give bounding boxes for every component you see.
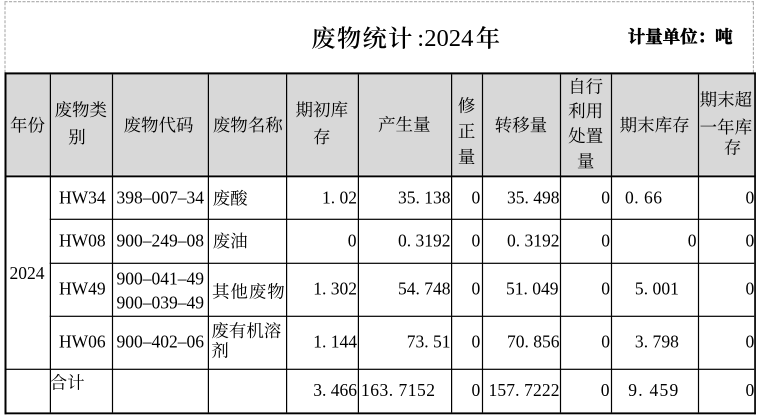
svg-text:HW08: HW08 [59,230,106,250]
svg-text:0: 0 [601,188,610,208]
svg-text:0: 0 [471,380,480,400]
svg-text:0: 0 [746,332,755,352]
svg-text:1. 302: 1. 302 [313,279,357,299]
svg-text:0: 0 [746,380,755,400]
svg-text:51. 049: 51. 049 [506,279,559,299]
svg-text:0: 0 [746,230,755,250]
svg-text:54. 748: 54. 748 [398,279,451,299]
svg-text:HW49: HW49 [59,279,106,299]
svg-text:35. 498: 35. 498 [507,188,560,208]
svg-text:0: 0 [348,230,357,250]
svg-text:2024: 2024 [10,263,45,283]
svg-text:900–249–08: 900–249–08 [117,230,205,250]
svg-text:0: 0 [746,279,755,299]
svg-text:73. 51: 73. 51 [407,332,451,352]
svg-text:0: 0 [471,332,480,352]
svg-text:900–039–49: 900–039–49 [117,293,205,313]
svg-text:0: 0 [601,332,610,352]
svg-text:0. 3192: 0. 3192 [507,230,560,250]
svg-text:398–007–34: 398–007–34 [117,188,205,208]
svg-text:0. 3192: 0. 3192 [398,230,451,250]
svg-text:900–041–49: 900–041–49 [117,269,205,289]
svg-text:0: 0 [471,188,480,208]
svg-text:9. 459: 9. 459 [628,380,678,400]
svg-text:70. 856: 70. 856 [507,332,560,352]
svg-text:HW06: HW06 [59,332,106,352]
svg-text:1. 144: 1. 144 [313,332,357,352]
svg-text:0. 66: 0. 66 [625,188,662,208]
svg-text:0: 0 [601,279,610,299]
svg-text:900–402–06: 900–402–06 [117,332,205,352]
svg-text:2024: 2024 [424,25,473,52]
svg-text:157. 7222: 157. 7222 [489,380,560,400]
svg-text:0: 0 [601,230,610,250]
svg-text:0: 0 [601,380,610,400]
svg-text:163. 7152: 163. 7152 [361,380,435,400]
svg-text:0: 0 [746,188,755,208]
svg-text:3. 466: 3. 466 [313,380,357,400]
svg-text:5. 001: 5. 001 [635,279,679,299]
svg-text:HW34: HW34 [59,188,106,208]
svg-text:0: 0 [471,230,480,250]
svg-text:1. 02: 1. 02 [322,188,357,208]
svg-text:3. 798: 3. 798 [635,332,679,352]
svg-text:0: 0 [688,230,697,250]
svg-text:35. 138: 35. 138 [398,188,451,208]
svg-text::: : [417,25,424,52]
svg-text:0: 0 [471,279,480,299]
